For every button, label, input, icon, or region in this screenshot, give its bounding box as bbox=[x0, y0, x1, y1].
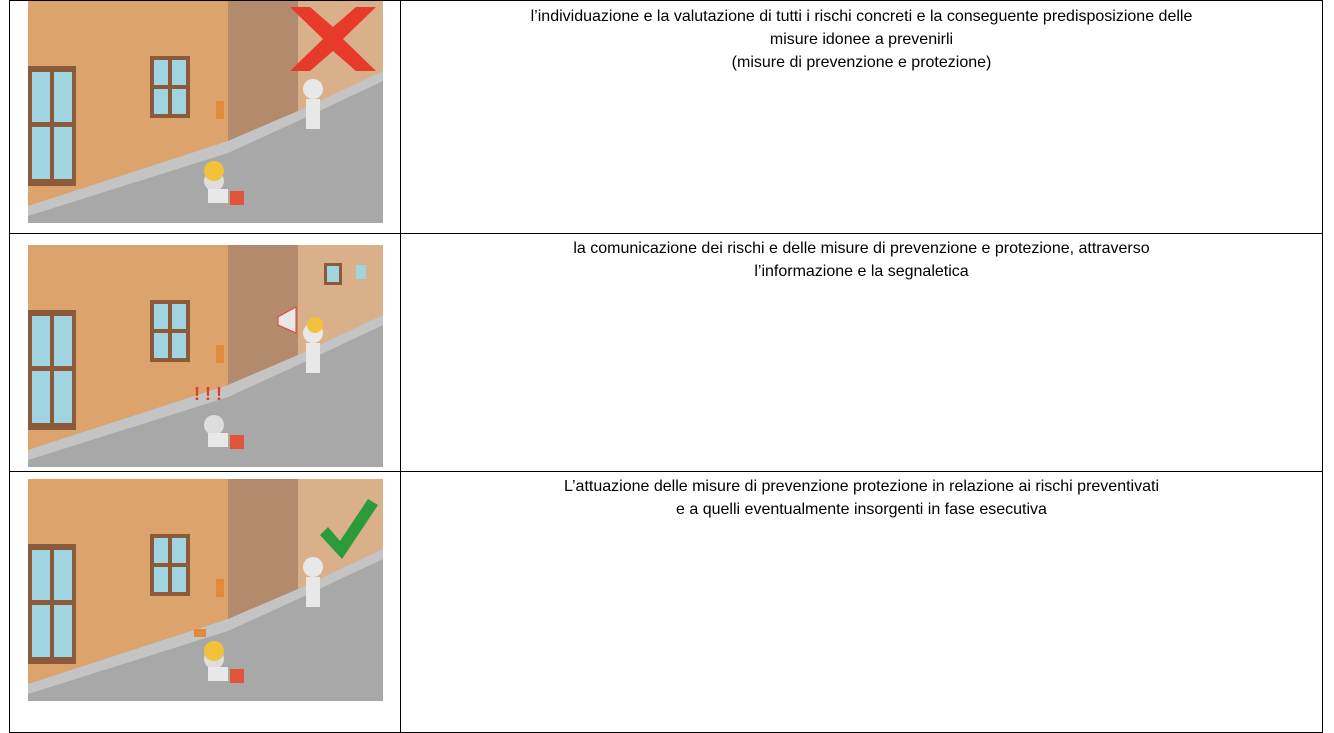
illustration bbox=[28, 479, 383, 701]
check-icon bbox=[320, 499, 378, 559]
red-x-icon bbox=[290, 7, 376, 71]
text-line: la comunicazione dei rischi e delle misu… bbox=[573, 240, 1150, 257]
image-cell bbox=[10, 471, 401, 732]
table-row: L’attuazione delle misure di prevenzione… bbox=[9, 471, 1323, 733]
text-line: l’informazione e la segnaletica bbox=[754, 263, 969, 280]
image-cell bbox=[10, 1, 401, 233]
illustration: ! ! ! bbox=[28, 245, 383, 467]
image-cell: ! ! ! bbox=[10, 233, 401, 471]
text-line: l’individuazione e la valutazione di tut… bbox=[530, 8, 1193, 25]
megaphone-icon bbox=[277, 306, 297, 334]
text-line: misure idonee a prevenirli bbox=[769, 31, 954, 48]
cell-text: l’individuazione e la valutazione di tut… bbox=[401, 5, 1322, 74]
text-line: e a quelli eventualmente insorgenti in f… bbox=[676, 501, 1047, 518]
svg-text:! ! !: ! ! ! bbox=[194, 384, 222, 404]
text-line: L’attuazione delle misure di prevenzione… bbox=[563, 478, 1159, 495]
table-row: l’individuazione e la valutazione di tut… bbox=[9, 0, 1323, 234]
text-line: (misure di prevenzione e protezione) bbox=[731, 54, 992, 71]
illustration bbox=[28, 1, 383, 223]
table-row: ! ! ! la comunicazione dei rischi e dell… bbox=[9, 233, 1323, 472]
cell-text: L’attuazione delle misure di prevenzione… bbox=[401, 475, 1322, 521]
cell-text: la comunicazione dei rischi e delle misu… bbox=[401, 237, 1322, 283]
